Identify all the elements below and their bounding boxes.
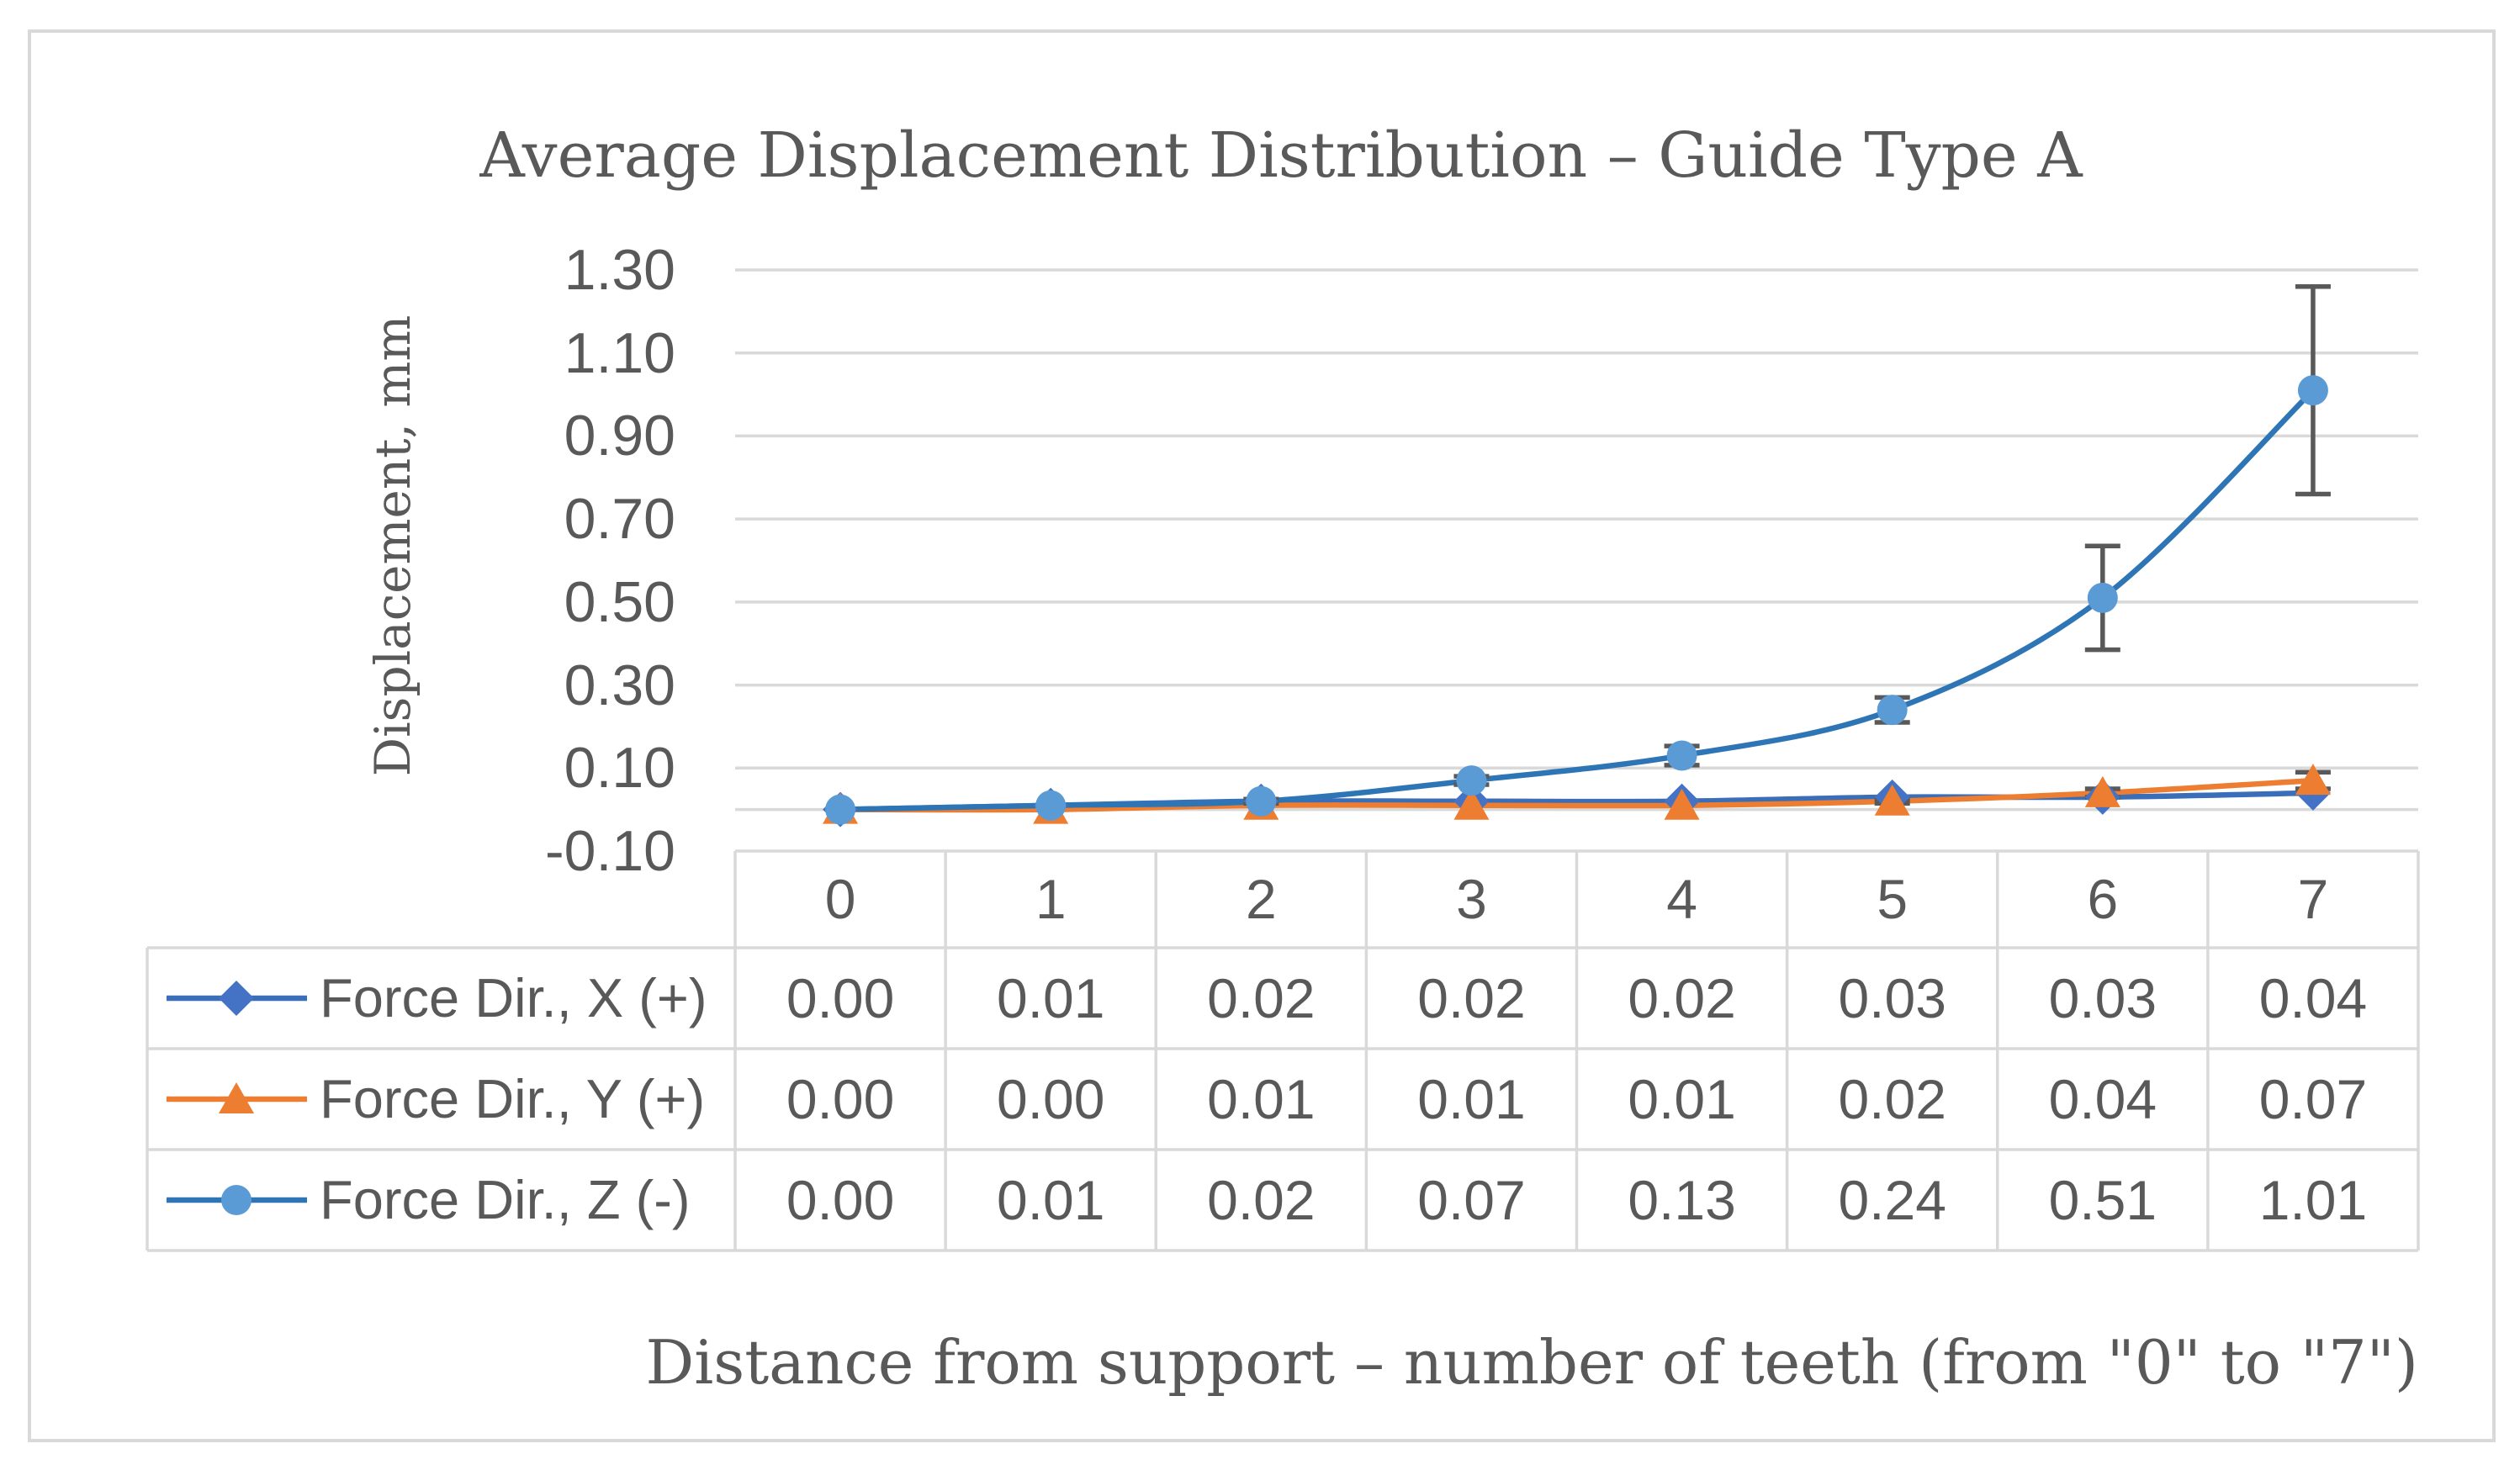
force-y-table-value-1: 0.00	[996, 1068, 1105, 1130]
force-y-table-value-7: 0.07	[2258, 1068, 2368, 1130]
force-x-table-value-6: 0.03	[2048, 967, 2157, 1029]
category-label-2: 2	[1245, 868, 1277, 930]
category-label-7: 7	[2297, 868, 2329, 930]
force-y-marker-6	[2084, 775, 2120, 807]
force-y-marker-7	[2295, 764, 2331, 796]
y-tick-label-4: 0.70	[564, 487, 675, 552]
force-z-marker-5	[1877, 695, 1908, 726]
force-z-table-value-1: 0.01	[996, 1169, 1105, 1231]
category-label-3: 3	[1456, 868, 1487, 930]
force-z-table-value-6: 0.51	[2048, 1169, 2157, 1231]
force-z-marker-1	[1035, 790, 1067, 821]
chart-border	[28, 29, 2496, 1442]
force-y-table-value-2: 0.01	[1207, 1068, 1316, 1130]
force-x-table-value-0: 0.00	[786, 967, 895, 1029]
force-z-marker-7	[2297, 375, 2328, 406]
force-y-table-value-3: 0.01	[1417, 1068, 1526, 1130]
force-z-table-value-2: 0.02	[1207, 1169, 1316, 1231]
force-y-table-value-4: 0.01	[1628, 1068, 1736, 1130]
y-tick-label-3: 0.50	[564, 569, 675, 634]
force-y-line	[837, 777, 2316, 813]
force-y-table-value-6: 0.04	[2048, 1068, 2157, 1130]
force-y-marker-3	[1453, 788, 1490, 820]
y-tick-label-2: 0.30	[564, 653, 675, 717]
y-tick-label-5: 0.90	[564, 404, 675, 468]
force-z-table-value-0: 0.00	[786, 1169, 895, 1231]
force-y-marker-5	[1874, 784, 1910, 816]
y-tick-label-0: -0.10	[545, 819, 675, 883]
force-z-table-value-5: 0.24	[1838, 1169, 1946, 1231]
x-axis-title: Distance from support – number of teeth …	[645, 1327, 2418, 1398]
legend-key-marker	[219, 981, 254, 1016]
force-x-table-value-2: 0.02	[1207, 967, 1316, 1029]
force-x-table-value-1: 0.01	[996, 967, 1105, 1029]
force-z-marker-4	[1666, 740, 1697, 771]
category-label-4: 4	[1666, 868, 1697, 930]
y-tick-label-1: 0.10	[564, 736, 675, 801]
force-y-legend-label: Force Dir., Y (+)	[320, 1068, 706, 1129]
force-x-legend-label: Force Dir., X (+)	[320, 967, 707, 1028]
force-x-legend-key	[167, 981, 307, 1016]
force-x-table-value-3: 0.02	[1417, 967, 1526, 1029]
force-z-table-value-4: 0.13	[1628, 1169, 1736, 1231]
force-z-marker-2	[1246, 785, 1277, 817]
force-z-marker-3	[1456, 765, 1487, 796]
force-z-table-value-3: 0.07	[1417, 1169, 1526, 1231]
force-z-table-value-7: 1.01	[2258, 1169, 2368, 1231]
force-z-marker-6	[2087, 582, 2118, 613]
force-x-table-value-4: 0.02	[1628, 967, 1736, 1029]
legend-key-marker	[219, 1082, 254, 1113]
category-label-5: 5	[1877, 868, 1909, 930]
chart-title: Average Displacement Distribution – Guid…	[479, 119, 2083, 192]
legend-key-marker	[221, 1185, 251, 1215]
force-y-table-value-5: 0.02	[1838, 1068, 1946, 1130]
category-label-1: 1	[1035, 868, 1067, 930]
category-label-0: 0	[824, 868, 856, 930]
force-y-table-value-0: 0.00	[786, 1068, 895, 1130]
category-label-6: 6	[2087, 868, 2119, 930]
force-z-legend-key	[167, 1185, 307, 1215]
force-y-marker-4	[1664, 788, 1700, 820]
force-y-legend-key	[167, 1082, 307, 1113]
force-x-table-value-5: 0.03	[1838, 967, 1946, 1029]
y-tick-label-7: 1.30	[564, 238, 675, 302]
force-z-marker-0	[825, 794, 856, 825]
y-tick-label-6: 1.10	[564, 320, 675, 385]
force-x-table-value-7: 0.04	[2258, 967, 2368, 1029]
force-z-legend-label: Force Dir., Z (-)	[320, 1169, 691, 1230]
